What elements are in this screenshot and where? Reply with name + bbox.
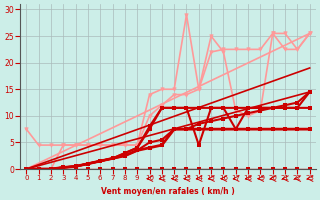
X-axis label: Vent moyen/en rafales ( km/h ): Vent moyen/en rafales ( km/h ) (101, 187, 235, 196)
